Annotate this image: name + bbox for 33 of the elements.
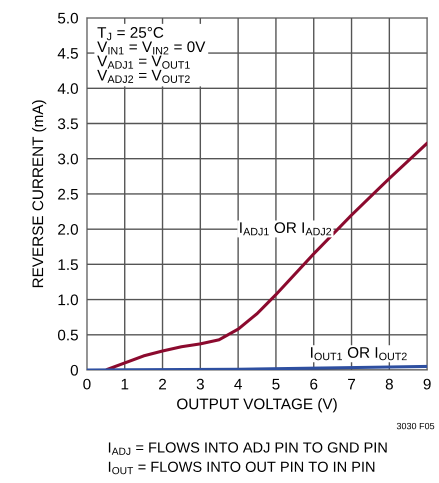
text: 3030 F05 (396, 422, 434, 430)
y-tick-label: 3.5 (58, 118, 78, 130)
annotation: V$_{ADJ1}$ = V$_{OUT1}$ (97, 56, 190, 69)
annotation: V$_{IN1}$ = V$_{IN2}$ = 0V (97, 41, 206, 54)
series-label: I$_{OUT1}$ OR I$_{OUT2}$ (311, 347, 407, 360)
y-tick-label: 0.5 (58, 330, 78, 340)
y-tick-label: 5.0 (58, 12, 78, 24)
y-tick-label: 2.0 (58, 224, 78, 235)
series-label: I$_{ADJ1}$ OR I$_{ADJ2}$ (240, 222, 332, 236)
annotation: V$_{ADJ2}$ = V$_{OUT2}$ (97, 70, 190, 83)
x-tick-label: 6 (310, 378, 318, 390)
y-tick-label: 2.5 (58, 188, 78, 200)
x-tick-label: 8 (386, 378, 393, 390)
x-tick-label: 3 (196, 378, 204, 390)
x-tick-label: 7 (348, 378, 356, 390)
y-tick-label: 1.0 (58, 294, 78, 306)
y-tick-label: 3.0 (58, 154, 78, 164)
x-tick-label: 1 (122, 378, 128, 390)
text: I$_{OUT}$ = FLOWS INTO OUT PIN TO IN PIN (108, 462, 374, 474)
annotation: T$_{J}$ = 25°C (97, 27, 164, 40)
x-tick-label: 2 (159, 378, 166, 390)
y-tick-label: 4.0 (58, 83, 78, 94)
y-tick-label: 1.5 (58, 259, 78, 270)
y-tick-label: 4.5 (58, 48, 78, 59)
y-axis-title: REVERSE CURRENT (mA) (32, 100, 46, 288)
x-tick-label: 0 (83, 378, 91, 390)
x-tick-label: 5 (272, 378, 280, 390)
x-tick-label: 4 (234, 378, 242, 390)
x-axis-title: OUTPUT VOLTAGE (V) (177, 398, 337, 412)
text: I$_{ADJ}$ = FLOWS INTO ADJ PIN TO GND PIN (108, 442, 387, 455)
line-series (104, 142, 428, 370)
x-tick-label: 9 (424, 378, 431, 390)
y-tick-label: 0 (70, 364, 78, 376)
